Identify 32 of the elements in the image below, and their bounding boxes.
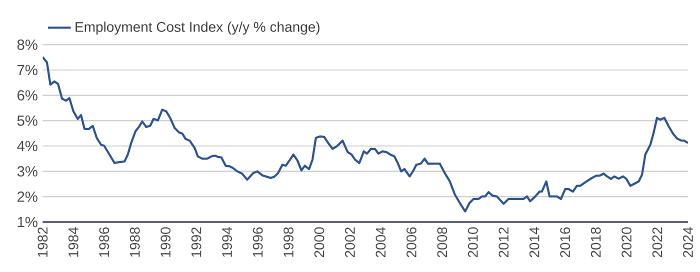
x-tick-label: 2022 (652, 227, 662, 258)
line-series (42, 56, 688, 212)
x-tick-label: 2010 (468, 227, 478, 258)
y-tick-label: 4% (17, 140, 38, 152)
x-tick-label: 1986 (99, 227, 110, 257)
y-tick-label: 8% (17, 40, 38, 50)
y-tick-label: 6% (18, 90, 38, 101)
x-tick-label: 1998 (284, 227, 294, 257)
x-tick-label: 2006 (406, 227, 416, 258)
x-tick-label: 1988 (130, 227, 140, 257)
x-tick-label: 2002 (345, 227, 355, 258)
legend-label: Employment Cost Index (y/y % change) (76, 22, 320, 35)
y-tick-label: 1% (18, 216, 38, 228)
x-tick-label: 1992 (191, 227, 202, 257)
x-tick-label: 1996 (252, 227, 263, 257)
x-tick-label: 2020 (622, 227, 632, 258)
x-tick-label: 1994 (222, 227, 232, 257)
x-tick-label: 2014 (529, 227, 540, 258)
x-tick-label: 2024 (683, 227, 693, 258)
x-tick-label: 2008 (437, 227, 448, 258)
y-tick-label: 5% (17, 116, 38, 126)
x-tick-label: 1982 (38, 227, 48, 257)
x-tick-label: 1990 (160, 227, 171, 257)
y-tick-label: 7% (18, 64, 38, 76)
x-tick-label: 2016 (560, 227, 570, 258)
y-tick-label: 3% (17, 166, 38, 177)
x-tick-label: 1984 (68, 227, 78, 257)
x-tick-label: 2018 (590, 227, 601, 258)
x-tick-label: 2012 (498, 227, 509, 258)
x-tick-label: 2004 (376, 227, 386, 258)
y-tick-label: 2% (17, 192, 38, 202)
x-tick-label: 2000 (314, 227, 324, 258)
